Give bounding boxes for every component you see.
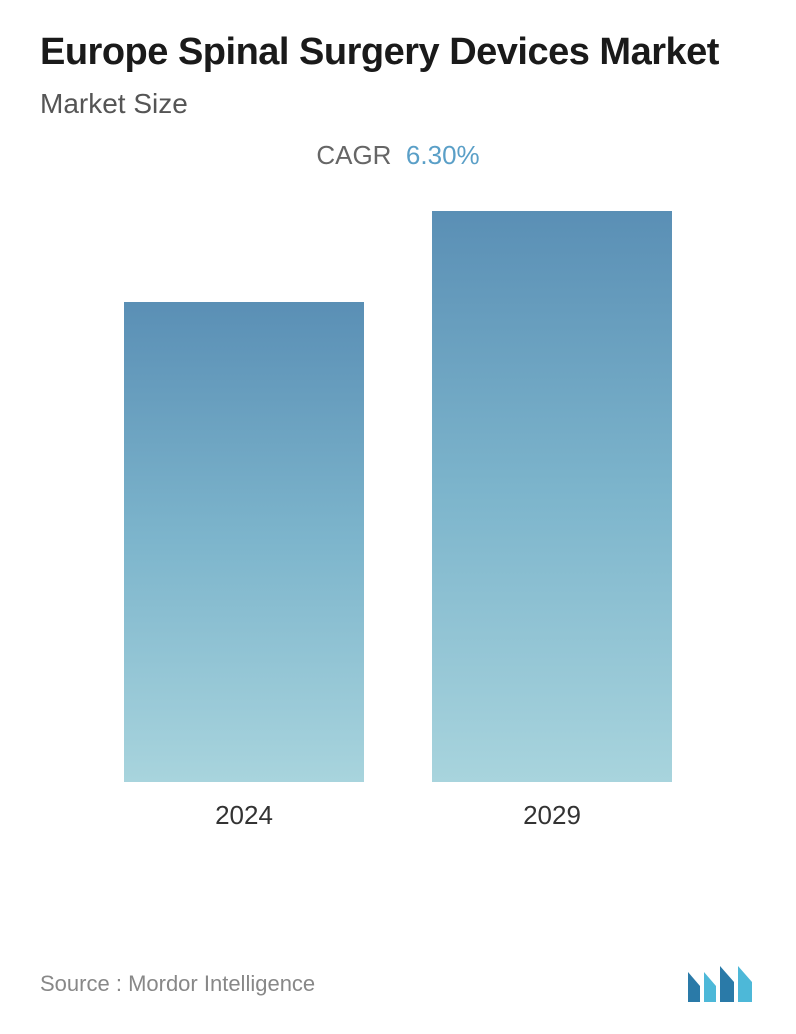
chart-title: Europe Spinal Surgery Devices Market xyxy=(40,30,756,76)
source-name: Mordor Intelligence xyxy=(128,971,315,996)
brand-logo xyxy=(686,964,756,1004)
bar-2024 xyxy=(124,302,364,782)
chart-area: 2024 2029 xyxy=(40,211,756,831)
cagr-value: 6.30% xyxy=(406,140,480,171)
bar-2029 xyxy=(432,211,672,782)
footer: Source : Mordor Intelligence xyxy=(40,964,756,1004)
chart-subtitle: Market Size xyxy=(40,88,756,120)
bar-group-2024: 2024 xyxy=(124,211,364,831)
mordor-logo-icon xyxy=(686,964,756,1004)
bar-group-2029: 2029 xyxy=(432,211,672,831)
source-text: Source : Mordor Intelligence xyxy=(40,971,315,997)
source-label: Source : xyxy=(40,971,122,996)
bar-label-2024: 2024 xyxy=(215,800,273,831)
cagr-label: CAGR xyxy=(316,140,391,171)
cagr-row: CAGR 6.30% xyxy=(40,140,756,171)
bar-label-2029: 2029 xyxy=(523,800,581,831)
